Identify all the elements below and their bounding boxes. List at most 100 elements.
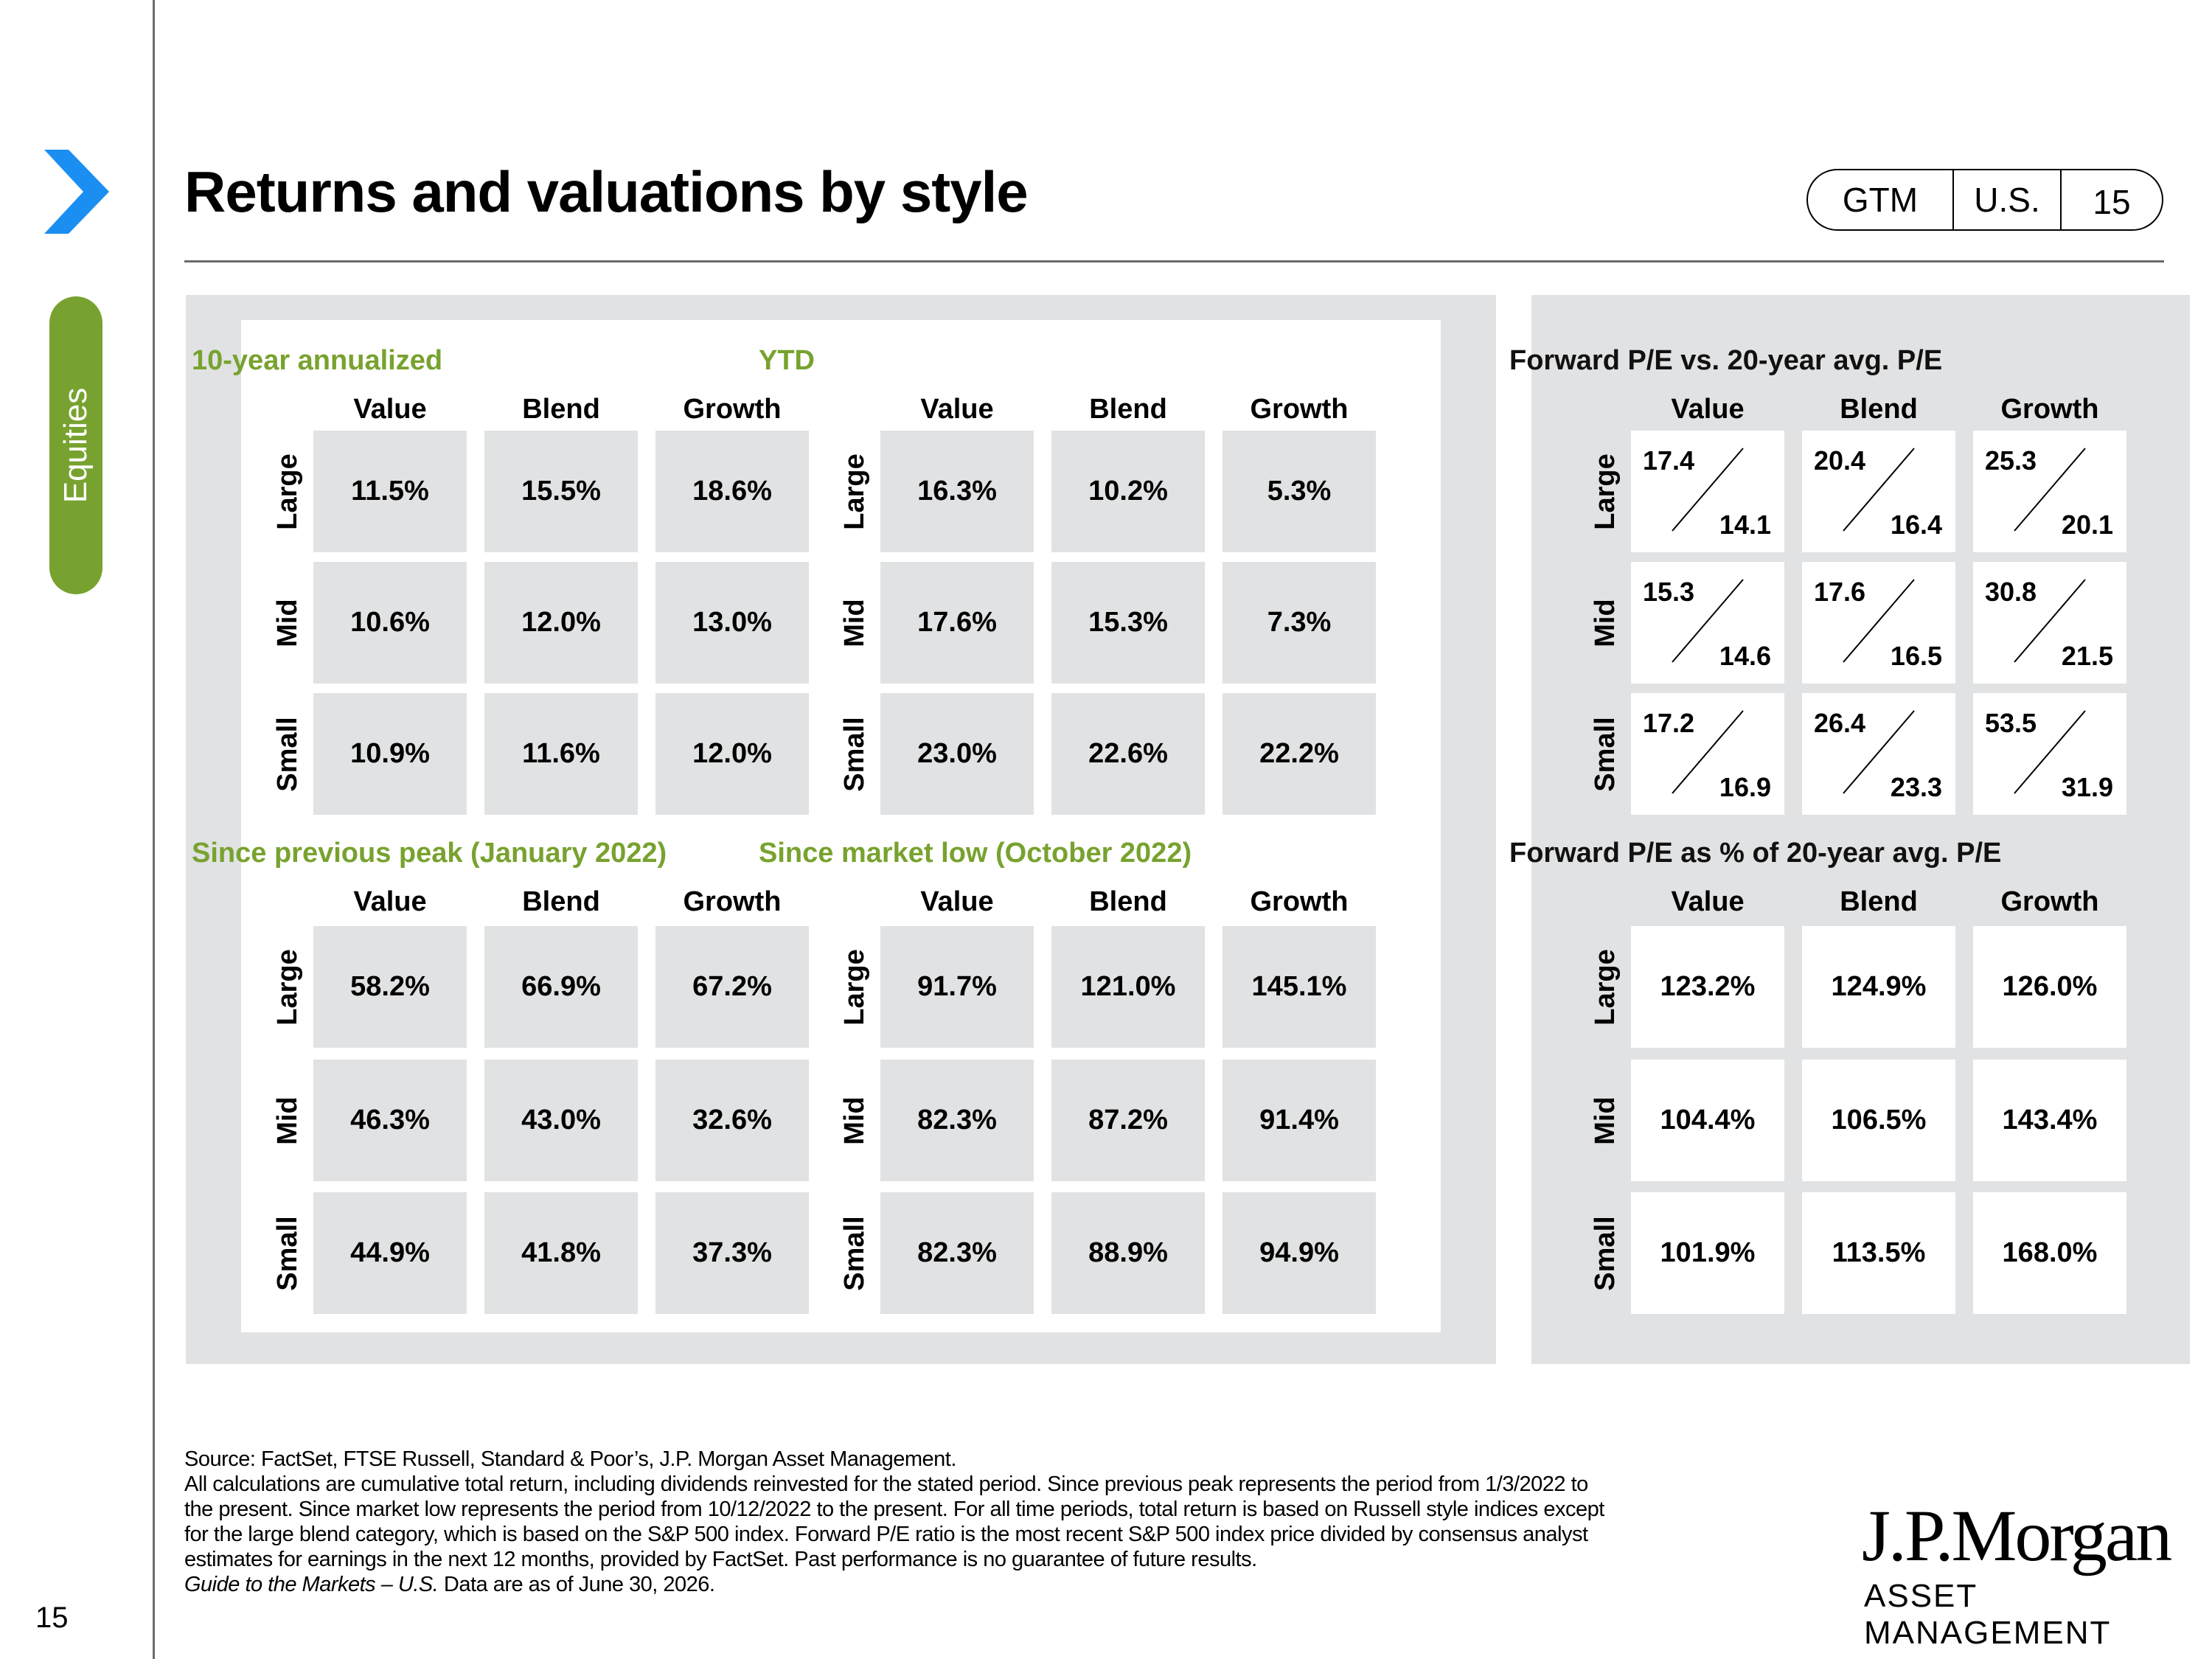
column-header: Growth xyxy=(2000,394,2099,425)
column-header: Value xyxy=(920,886,994,917)
row-label: Small xyxy=(272,1216,303,1291)
avg-pe: 31.9 xyxy=(2061,772,2113,802)
return-cell: 88.9% xyxy=(1051,1192,1205,1314)
return-cell: 66.9% xyxy=(484,926,638,1048)
return-cell: 44.9% xyxy=(313,1192,467,1314)
page-badge: GTM U.S. 15 xyxy=(1806,169,2163,231)
column-header: Growth xyxy=(683,886,782,917)
row-label: Mid xyxy=(839,599,870,647)
section-title: 10-year annualized xyxy=(192,345,443,376)
return-cell: 18.6% xyxy=(655,431,809,552)
row-label: Small xyxy=(1590,717,1621,792)
section-title: Forward P/E vs. 20-year avg. P/E xyxy=(1509,345,1943,376)
avg-pe: 14.6 xyxy=(1719,641,1771,671)
section-title: Since market low (October 2022) xyxy=(759,838,1192,869)
column-header: Blend xyxy=(522,886,600,917)
diagonal-divider xyxy=(2014,710,2086,794)
pe-comparison-cell: 17.4 14.1 xyxy=(1631,431,1784,552)
pe-percent-cell: 101.9% xyxy=(1631,1192,1784,1314)
column-header: Value xyxy=(353,886,427,917)
footnote-line: All calculations are cumulative total re… xyxy=(184,1472,1588,1496)
row-label: Mid xyxy=(1590,1096,1621,1145)
return-cell: 11.6% xyxy=(484,693,638,815)
column-header: Blend xyxy=(1089,886,1167,917)
chevron-right-icon xyxy=(44,150,109,234)
pe-percent-cell: 106.5% xyxy=(1802,1060,1955,1181)
column-header: Blend xyxy=(1840,886,1918,917)
row-label: Large xyxy=(839,949,870,1026)
badge-page: 15 xyxy=(2093,183,2131,221)
diagonal-divider xyxy=(1843,579,1915,663)
return-cell: 32.6% xyxy=(655,1060,809,1181)
footnotes: Source: FactSet, FTSE Russell, Standard … xyxy=(184,1447,1851,1597)
row-label: Small xyxy=(839,717,870,792)
avg-pe: 16.5 xyxy=(1890,641,1942,671)
asset-management-label: ASSET MANAGEMENT xyxy=(1864,1578,2112,1651)
pe-comparison-cell: 17.6 16.5 xyxy=(1802,562,1955,684)
column-header: Blend xyxy=(1089,394,1167,425)
return-cell: 16.3% xyxy=(880,431,1034,552)
section-title: Forward P/E as % of 20-year avg. P/E xyxy=(1509,838,2002,869)
row-label: Large xyxy=(272,453,303,530)
return-cell: 46.3% xyxy=(313,1060,467,1181)
section-title: Since previous peak (January 2022) xyxy=(192,838,667,869)
forward-pe: 17.4 xyxy=(1643,445,1695,476)
return-cell: 87.2% xyxy=(1051,1060,1205,1181)
return-cell: 82.3% xyxy=(880,1060,1034,1181)
footnote-line: for the large blend category, which is b… xyxy=(184,1523,1588,1546)
return-cell: 15.3% xyxy=(1051,562,1205,684)
forward-pe: 17.6 xyxy=(1814,577,1866,607)
diagonal-divider xyxy=(2014,579,2086,663)
diagonal-divider xyxy=(2014,448,2086,532)
footnote-line: estimates for earnings in the next 12 mo… xyxy=(184,1548,1257,1571)
section-title: YTD xyxy=(759,345,815,376)
row-label: Mid xyxy=(272,1096,303,1145)
guide-date: Data are as of June 30, 2026. xyxy=(438,1573,715,1596)
section-tab-equities[interactable]: Equities xyxy=(49,296,102,594)
row-label: Mid xyxy=(1590,599,1621,647)
pe-percent-cell: 104.4% xyxy=(1631,1060,1784,1181)
section-tab-label: Equities xyxy=(58,387,94,504)
forward-pe: 25.3 xyxy=(1985,445,2037,476)
row-label: Large xyxy=(272,949,303,1026)
page-number: 15 xyxy=(35,1601,69,1634)
return-cell: 10.6% xyxy=(313,562,467,684)
return-cell: 37.3% xyxy=(655,1192,809,1314)
badge-gtm: GTM xyxy=(1842,181,1919,219)
pe-comparison-cell: 26.4 23.3 xyxy=(1802,693,1955,815)
return-cell: 41.8% xyxy=(484,1192,638,1314)
return-cell: 91.7% xyxy=(880,926,1034,1048)
return-cell: 91.4% xyxy=(1222,1060,1376,1181)
row-label: Small xyxy=(839,1216,870,1291)
pe-percent-cell: 124.9% xyxy=(1802,926,1955,1048)
return-cell: 67.2% xyxy=(655,926,809,1048)
row-label: Large xyxy=(839,453,870,530)
avg-pe: 16.4 xyxy=(1890,509,1942,540)
return-cell: 12.0% xyxy=(484,562,638,684)
return-cell: 10.9% xyxy=(313,693,467,815)
guide-title: Guide to the Markets – U.S. xyxy=(184,1573,439,1596)
jpmorgan-logo: J.P.Morgan xyxy=(1862,1495,2172,1576)
forward-pe: 53.5 xyxy=(1985,708,2037,738)
pe-percent-cell: 126.0% xyxy=(1973,926,2126,1048)
avg-pe: 23.3 xyxy=(1890,772,1942,802)
column-header: Value xyxy=(1671,886,1745,917)
return-cell: 23.0% xyxy=(880,693,1034,815)
pe-comparison-cell: 53.5 31.9 xyxy=(1973,693,2126,815)
title-rule xyxy=(184,260,2164,262)
return-cell: 94.9% xyxy=(1222,1192,1376,1314)
footnote-line: the present. Since market low represents… xyxy=(184,1498,1604,1521)
avg-pe: 14.1 xyxy=(1719,509,1771,540)
avg-pe: 16.9 xyxy=(1719,772,1771,802)
forward-pe: 15.3 xyxy=(1643,577,1695,607)
diagonal-divider xyxy=(1843,710,1915,794)
return-cell: 145.1% xyxy=(1222,926,1376,1048)
column-header: Blend xyxy=(522,394,600,425)
vertical-divider xyxy=(153,0,155,1659)
pe-percent-cell: 113.5% xyxy=(1802,1192,1955,1314)
return-cell: 17.6% xyxy=(880,562,1034,684)
diagonal-divider xyxy=(1672,710,1744,794)
column-header: Growth xyxy=(683,394,782,425)
row-label: Small xyxy=(272,717,303,792)
return-cell: 7.3% xyxy=(1222,562,1376,684)
